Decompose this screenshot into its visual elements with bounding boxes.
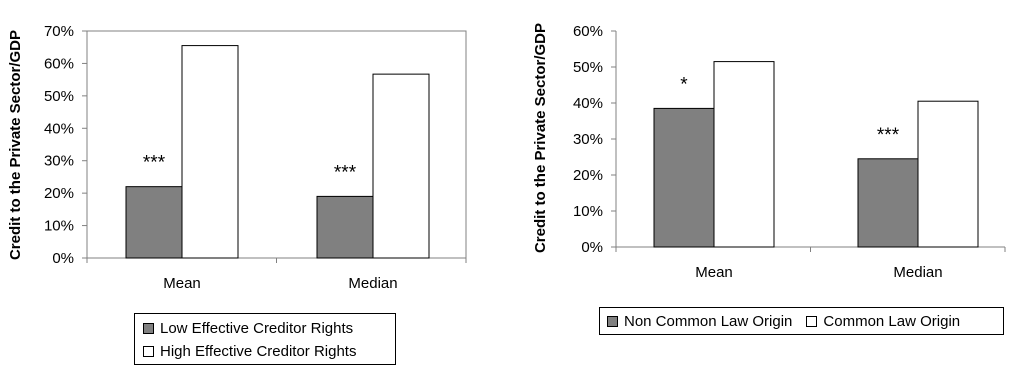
y-tick-label: 30% [44, 153, 74, 170]
y-tick-label: 50% [573, 59, 603, 76]
significance-annotation: *** [143, 153, 166, 174]
legend-item-high-effective: High Effective Creditor Rights [143, 340, 395, 363]
y-tick-label: 60% [573, 23, 603, 40]
category-label: Mean [695, 264, 733, 281]
legend-item-common-law: Common Law Origin [806, 313, 960, 330]
bar-non-common-law [653, 107, 715, 248]
legend-swatch-gray [143, 323, 154, 334]
significance-annotation: * [680, 74, 688, 95]
y-tick-label: 20% [44, 185, 74, 202]
legend-label: Common Law Origin [823, 312, 961, 330]
y-tick-label: 10% [573, 203, 603, 220]
legend-label: Low Effective Creditor Rights [160, 320, 354, 337]
legend-label: High Effective Creditor Rights [160, 343, 357, 360]
significance-annotation: *** [334, 162, 357, 183]
y-tick-label: 0% [581, 239, 603, 256]
y-axis-title: Credit to the Private Sector/GDP [532, 23, 549, 253]
significance-annotation: *** [877, 125, 900, 146]
bar-common-law [917, 100, 979, 248]
y-tick-label: 10% [44, 218, 74, 235]
category-label: Median [348, 275, 397, 292]
bar-common-law [713, 61, 775, 248]
y-axis-title: Credit to the Private Sector/GDP [7, 30, 24, 260]
legend-right: Non Common Law Origin Common Law Origin [599, 307, 1004, 335]
bar-non-common-law [857, 158, 919, 248]
bar-low [316, 195, 374, 259]
legend-item-low-effective: Low Effective Creditor Rights [143, 317, 395, 340]
legend-label: Non Common Law Origin [624, 312, 793, 330]
legend-swatch-white [806, 315, 818, 327]
legend-left: Low Effective Creditor Rights High Effec… [134, 313, 396, 365]
category-label: Mean [163, 275, 201, 292]
y-tick-label: 60% [44, 55, 74, 72]
charts-canvas: 0% 10% 20% 30% 40% 50% 60% 70% *** Mean *** Median C… [7, 23, 1006, 292]
legend-swatch-white [143, 346, 154, 357]
y-tick-label: 30% [573, 131, 603, 148]
bar-high [372, 73, 430, 259]
category-label: Median [893, 264, 942, 281]
y-tick-label: 0% [52, 250, 74, 267]
y-tick-label: 20% [573, 167, 603, 184]
legend-swatch-gray [607, 315, 618, 327]
bar-high [181, 45, 239, 259]
bar-low [125, 186, 183, 259]
y-tick-label: 50% [44, 88, 74, 105]
y-tick-label: 70% [44, 23, 74, 40]
y-tick-label: 40% [44, 120, 74, 137]
y-tick-label: 40% [573, 95, 603, 112]
legend-item-non-common-law: Non Common Law Origin [607, 313, 792, 330]
